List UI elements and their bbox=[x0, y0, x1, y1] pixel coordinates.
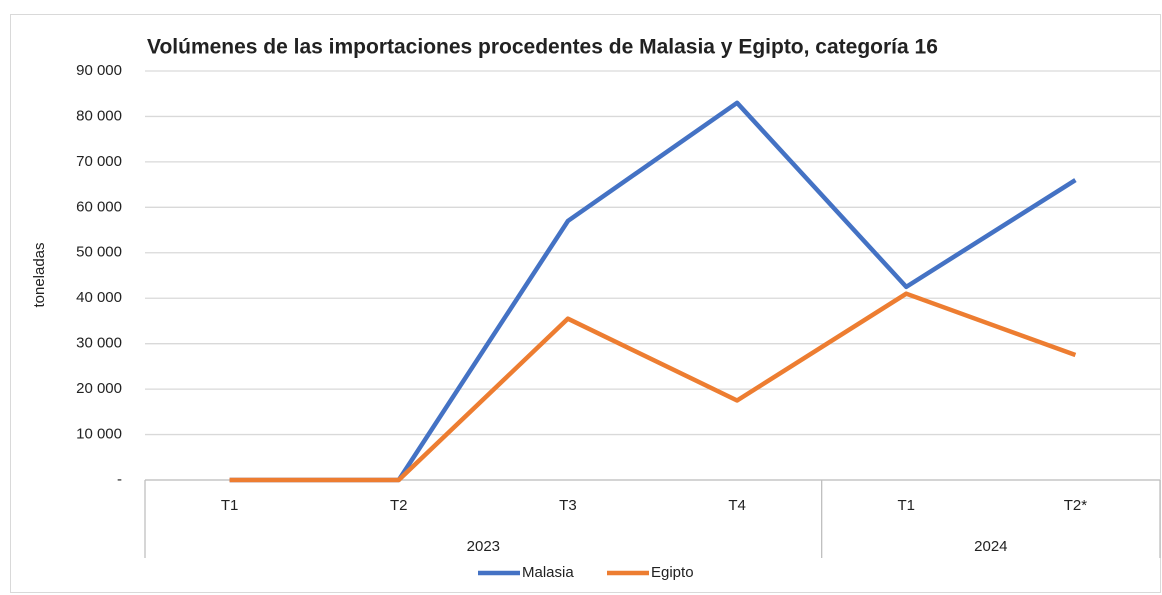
x-tick-label: T2 bbox=[390, 497, 408, 514]
y-tick-label: 60 000 bbox=[76, 198, 122, 215]
y-tick-label: 10 000 bbox=[76, 426, 122, 443]
y-tick-label: 40 000 bbox=[76, 289, 122, 306]
x-tick-label: T1 bbox=[221, 497, 239, 514]
y-tick-label: - bbox=[117, 471, 122, 488]
y-axis-label: toneladas bbox=[31, 242, 48, 307]
chart-border bbox=[10, 14, 1161, 593]
legend-label: Egipto bbox=[651, 564, 694, 581]
y-tick-label: 80 000 bbox=[76, 107, 122, 124]
x-tick-label: T4 bbox=[728, 497, 746, 514]
x-tick-label: T3 bbox=[559, 497, 577, 514]
group-label: 2023 bbox=[467, 538, 500, 555]
y-tick-label: 50 000 bbox=[76, 244, 122, 261]
line-series bbox=[229, 100, 1077, 483]
y-tick-label: 30 000 bbox=[76, 335, 122, 352]
y-tick-label: 70 000 bbox=[76, 153, 122, 170]
x-tick-label: T1 bbox=[897, 497, 915, 514]
x-tick-label: T2* bbox=[1064, 497, 1088, 514]
chart-title: Volúmenes de las importaciones procedent… bbox=[147, 36, 938, 59]
legend-label: Malasia bbox=[522, 564, 574, 581]
group-label: 2024 bbox=[974, 538, 1007, 555]
line-series bbox=[229, 291, 1077, 483]
y-tick-label: 20 000 bbox=[76, 380, 122, 397]
y-tick-label: 90 000 bbox=[76, 62, 122, 79]
